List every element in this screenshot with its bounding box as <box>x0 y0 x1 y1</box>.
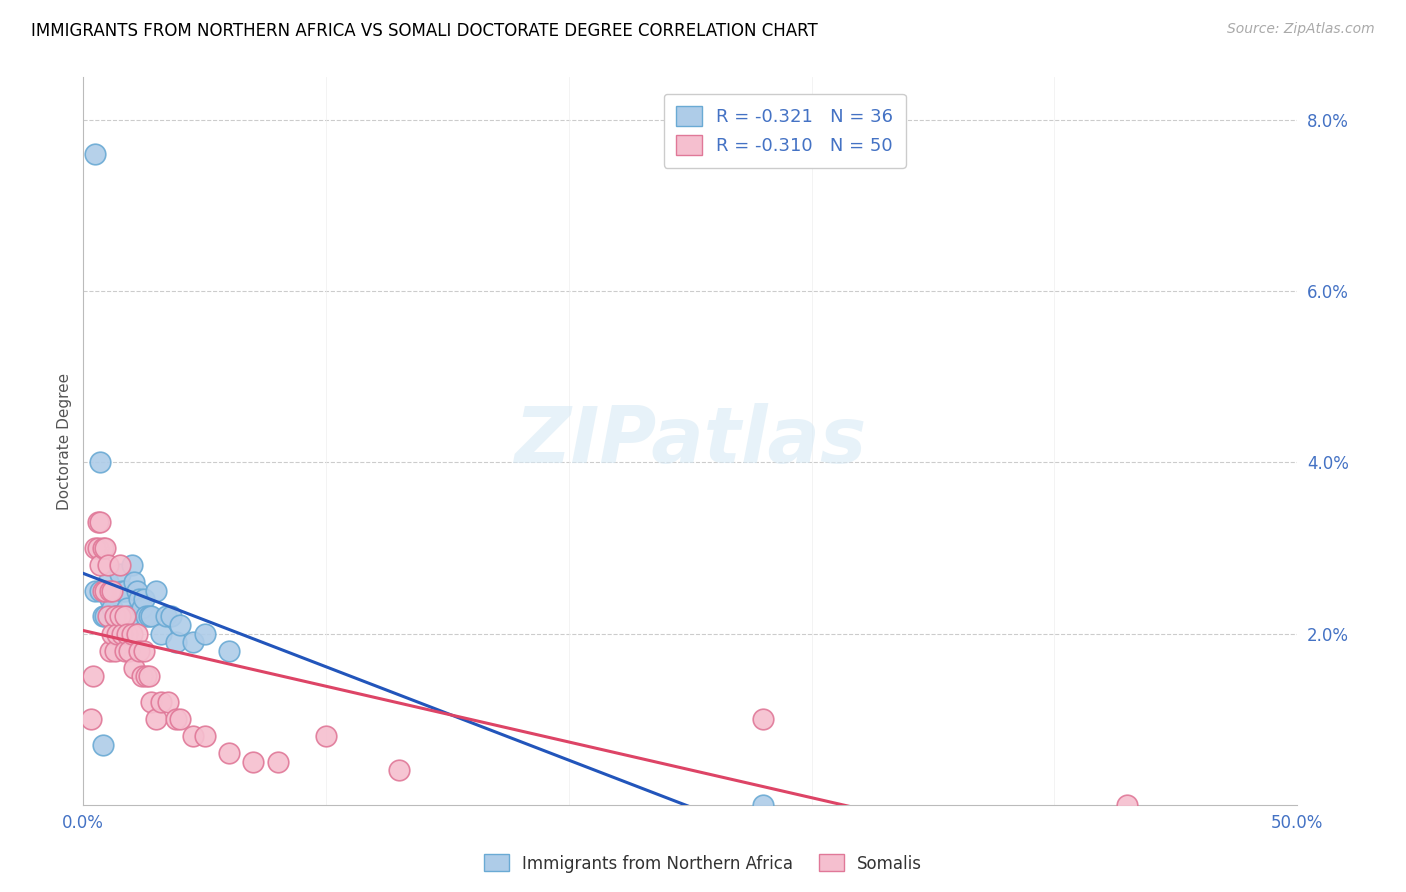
Point <box>84 583 107 598</box>
Point <box>114 643 136 657</box>
Point <box>98 583 121 598</box>
Y-axis label: Doctorate Degree: Doctorate Degree <box>58 373 72 509</box>
Point <box>115 626 138 640</box>
Point <box>94 541 117 555</box>
Point <box>87 541 110 555</box>
Point <box>104 609 127 624</box>
Point <box>149 695 172 709</box>
Legend: R = -0.321   N = 36, R = -0.310   N = 50: R = -0.321 N = 36, R = -0.310 N = 50 <box>664 94 905 168</box>
Point <box>98 643 121 657</box>
Point <box>138 609 160 624</box>
Point <box>122 575 145 590</box>
Point <box>111 583 134 598</box>
Point <box>91 583 114 598</box>
Point <box>94 583 117 598</box>
Point <box>84 541 107 555</box>
Point <box>169 712 191 726</box>
Point <box>108 558 131 573</box>
Point <box>122 661 145 675</box>
Point <box>91 609 114 624</box>
Point <box>89 455 111 469</box>
Point <box>138 669 160 683</box>
Point <box>135 609 157 624</box>
Point <box>121 558 143 573</box>
Point <box>101 626 124 640</box>
Point <box>315 729 337 743</box>
Point <box>82 669 104 683</box>
Point <box>89 558 111 573</box>
Point <box>159 609 181 624</box>
Point <box>118 643 141 657</box>
Text: IMMIGRANTS FROM NORTHERN AFRICA VS SOMALI DOCTORATE DEGREE CORRELATION CHART: IMMIGRANTS FROM NORTHERN AFRICA VS SOMAL… <box>31 22 818 40</box>
Point <box>132 643 155 657</box>
Point <box>181 729 204 743</box>
Point <box>105 609 128 624</box>
Point <box>145 583 167 598</box>
Point <box>115 600 138 615</box>
Point <box>125 626 148 640</box>
Point <box>91 738 114 752</box>
Point <box>108 566 131 581</box>
Point <box>128 643 150 657</box>
Point <box>121 626 143 640</box>
Point <box>157 695 180 709</box>
Point <box>141 609 163 624</box>
Point <box>752 712 775 726</box>
Point <box>752 797 775 812</box>
Text: Source: ZipAtlas.com: Source: ZipAtlas.com <box>1227 22 1375 37</box>
Point <box>108 609 131 624</box>
Point <box>91 541 114 555</box>
Point <box>218 643 240 657</box>
Point <box>111 626 134 640</box>
Point <box>79 712 101 726</box>
Point <box>97 558 120 573</box>
Point <box>181 635 204 649</box>
Point <box>89 516 111 530</box>
Point <box>98 592 121 607</box>
Point <box>266 755 288 769</box>
Point <box>125 583 148 598</box>
Legend: Immigrants from Northern Africa, Somalis: Immigrants from Northern Africa, Somalis <box>478 847 928 880</box>
Point <box>104 609 127 624</box>
Point <box>94 609 117 624</box>
Point <box>194 626 217 640</box>
Point <box>101 583 124 598</box>
Point <box>97 575 120 590</box>
Point <box>132 592 155 607</box>
Point <box>105 626 128 640</box>
Point <box>218 747 240 761</box>
Text: ZIPatlas: ZIPatlas <box>515 403 866 479</box>
Point <box>97 609 120 624</box>
Point <box>84 147 107 161</box>
Point <box>87 516 110 530</box>
Point <box>194 729 217 743</box>
Point <box>114 609 136 624</box>
Point <box>131 600 153 615</box>
Point <box>1116 797 1139 812</box>
Point <box>135 669 157 683</box>
Point <box>242 755 264 769</box>
Point <box>165 635 187 649</box>
Point <box>145 712 167 726</box>
Point <box>89 583 111 598</box>
Point <box>155 609 177 624</box>
Point <box>114 583 136 598</box>
Point <box>118 609 141 624</box>
Point <box>128 592 150 607</box>
Point <box>101 600 124 615</box>
Point <box>149 626 172 640</box>
Point <box>131 669 153 683</box>
Point <box>141 695 163 709</box>
Point <box>104 643 127 657</box>
Point <box>165 712 187 726</box>
Point <box>169 618 191 632</box>
Point <box>388 764 411 778</box>
